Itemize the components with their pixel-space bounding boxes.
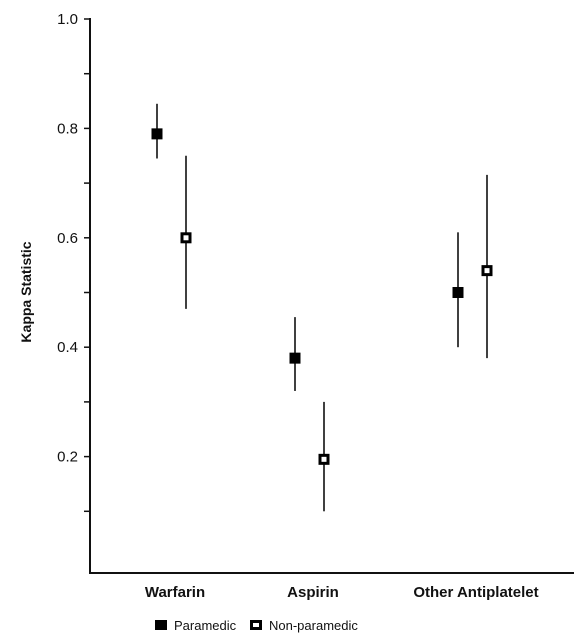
category-labels: Warfarin Aspirin Other Antiplatelet xyxy=(145,584,539,601)
legend-non-paramedic-swatch xyxy=(250,620,262,630)
non-paramedic-point xyxy=(180,232,192,244)
paramedic-point xyxy=(151,128,163,140)
x-category-label: Aspirin xyxy=(287,584,339,601)
x-category-label: Other Antiplatelet xyxy=(413,584,538,601)
non-paramedic-point xyxy=(481,265,493,277)
legend-paramedic-swatch xyxy=(155,620,167,630)
y-tick-label: 0.2 xyxy=(57,449,78,466)
y-tick-label: 1.0 xyxy=(57,11,78,28)
legend-label: Non-paramedic xyxy=(269,618,358,633)
paramedic-point xyxy=(289,352,301,364)
y-axis-title: Kappa Statistic xyxy=(18,241,34,342)
y-ticks: 0.2 0.4 0.6 0.8 1.0 xyxy=(57,11,90,513)
error-bars xyxy=(156,103,488,512)
y-tick-label: 0.4 xyxy=(57,339,78,356)
axes xyxy=(89,18,574,574)
legend-label: Paramedic xyxy=(174,618,237,633)
y-tick-label: 0.6 xyxy=(57,230,78,247)
non-paramedic-point xyxy=(318,453,330,465)
data-markers xyxy=(151,128,493,465)
x-category-label: Warfarin xyxy=(145,584,205,601)
y-tick-label: 0.8 xyxy=(57,120,78,137)
paramedic-point xyxy=(452,287,464,298)
legend: Paramedic Non-paramedic xyxy=(155,618,358,633)
